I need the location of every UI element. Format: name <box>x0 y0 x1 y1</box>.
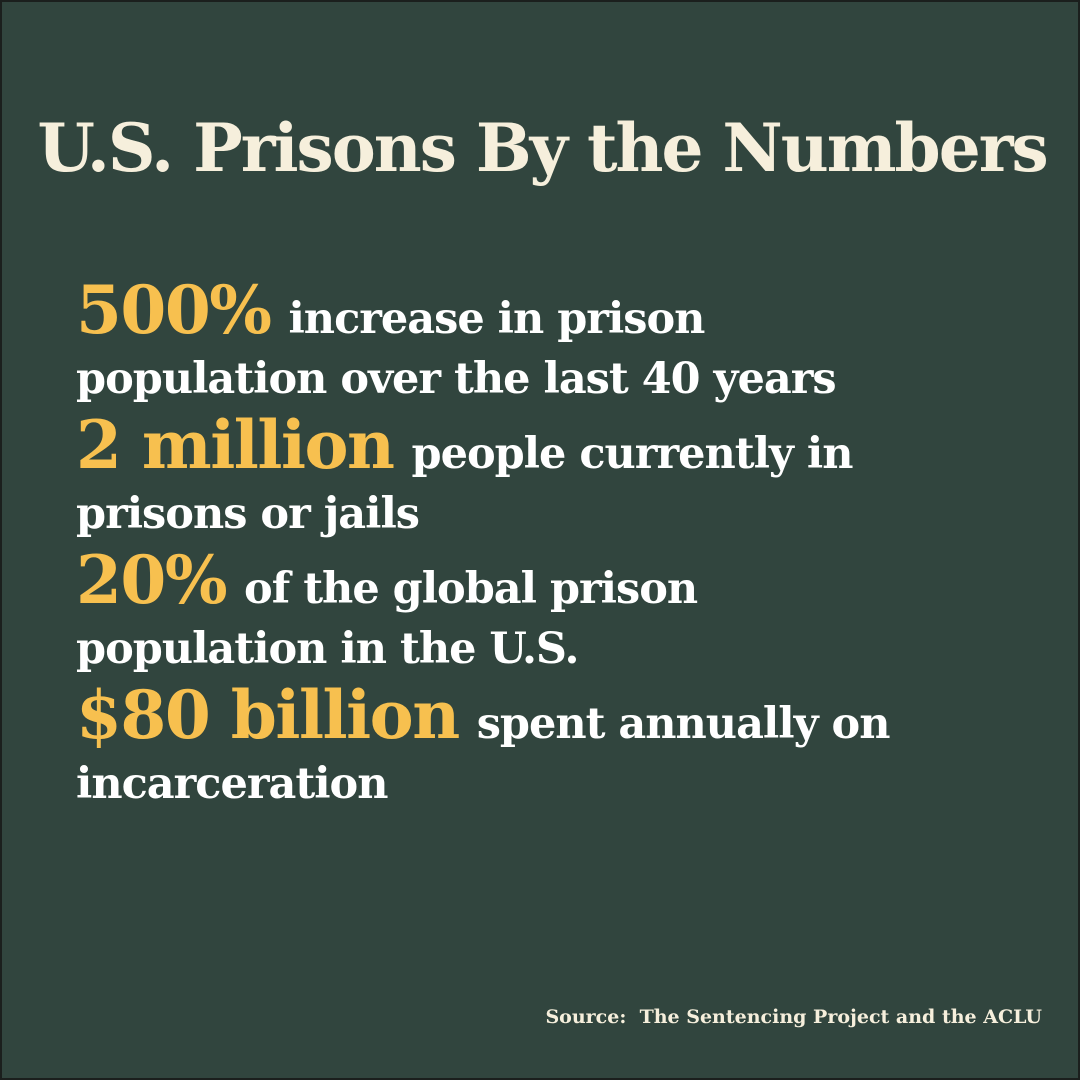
stat-line-1: 20% of the global prison <box>76 547 976 619</box>
stats-list: 500% increase in prison population over … <box>76 277 976 820</box>
stat-description: spent annually on <box>476 699 891 749</box>
stat-line-1: 2 million people currently in <box>76 412 976 484</box>
source-credit: Source: The Sentencing Project and the A… <box>545 1006 1042 1028</box>
stat-line-1: $80 billion spent annually on <box>76 682 976 754</box>
stat-prison-growth: 500% increase in prison population over … <box>76 277 976 409</box>
stat-description: increase in prison <box>288 294 705 344</box>
stat-figure: $80 billion <box>76 676 460 754</box>
stat-line-1: 500% increase in prison <box>76 277 976 349</box>
stat-description-continued: population over the last 40 years <box>76 354 837 404</box>
page-title: U.S. Prisons By the Numbers <box>37 109 1048 187</box>
stat-description: people currently in <box>411 429 854 479</box>
stat-description-continued: prisons or jails <box>76 489 420 539</box>
stat-description-continued: population in the U.S. <box>76 624 579 674</box>
stat-figure: 2 million <box>76 406 395 484</box>
stat-description: of the global prison <box>244 564 698 614</box>
stat-people-incarcerated: 2 million people currently in prisons or… <box>76 412 976 544</box>
stat-global-share: 20% of the global prison population in t… <box>76 547 976 679</box>
stat-figure: 500% <box>76 271 272 349</box>
stat-description-continued: incarceration <box>76 759 389 809</box>
stat-figure: 20% <box>76 541 228 619</box>
stat-annual-spending: $80 billion spent annually on incarcerat… <box>76 682 976 814</box>
